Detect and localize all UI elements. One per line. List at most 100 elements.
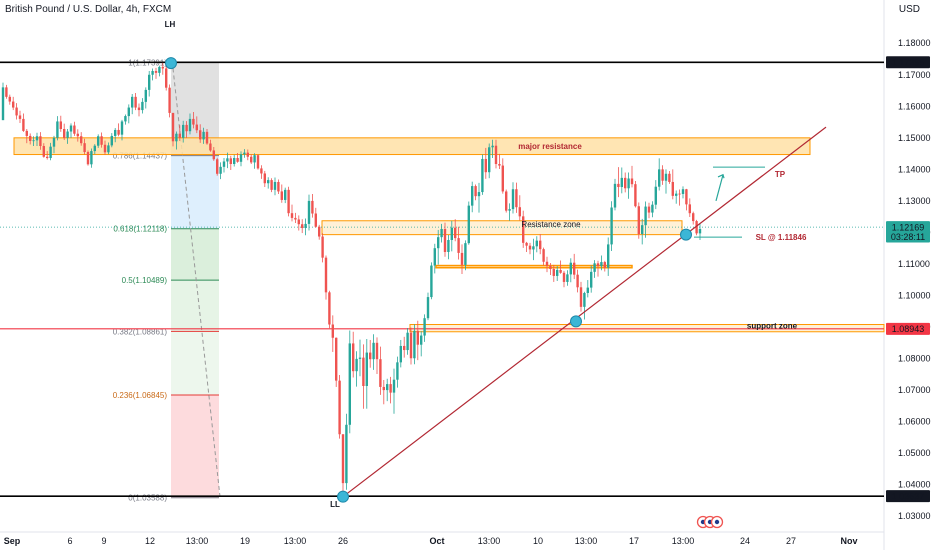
candle-body [246,152,249,157]
candle-body [25,130,28,136]
candle-body [280,191,283,200]
y-tick-label: 1.08000 [898,354,931,364]
resistance-zone-label: Resistance zone [521,220,581,229]
candle-body [18,115,22,119]
candle-body [593,263,596,272]
candle-body [42,146,45,157]
y-tick-label: 1.05000 [898,448,931,458]
fib-band [171,155,219,229]
candle-body [294,217,297,220]
candle-body [678,193,681,195]
candle-body [491,145,494,148]
candle-body [131,96,134,108]
candle-body [341,434,345,484]
candle-body [120,121,124,135]
candle-body [321,236,324,258]
candle-body [494,145,498,165]
y-tick-label: 1.15000 [898,133,931,143]
candle-body [127,107,130,117]
candle-body [314,213,317,227]
candle-body [222,161,226,167]
candle-body [5,87,8,97]
candle-body [403,345,406,351]
candle-body [256,155,260,169]
candle-body [508,209,511,211]
candle-body [219,166,222,174]
candle-body [331,324,334,338]
candle-body [202,131,205,140]
price-label-box [886,230,930,243]
candle-body [617,183,620,188]
candle-body [630,178,634,185]
price-label-box [886,221,930,234]
candle-body [600,262,603,267]
x-tick-label: 17 [629,536,639,546]
candle-body [216,159,219,174]
candle-body [501,165,504,192]
candle-body [586,287,589,293]
candle-body [100,136,103,145]
candle-body [471,186,474,206]
candle-body [413,330,416,359]
candle-body [287,189,290,214]
candle-body [549,265,552,270]
y-tick-label: 1.04000 [898,480,931,490]
candle-body [671,181,674,196]
sl-label: SL @ 1.11846 [756,233,807,242]
x-tick-label: 13:00 [284,536,307,546]
candle-body [263,173,266,184]
candle-body [528,245,532,250]
candle-body [233,158,236,165]
pivot-marker-icon [570,315,582,328]
candle-body [114,129,117,136]
candle-body [576,274,579,288]
candle-body [307,200,311,224]
candle-body [372,342,375,360]
candle-body [144,89,147,102]
candle-body [525,242,528,246]
candle-body [355,358,358,372]
y-tick-label: 1.18000 [898,38,931,48]
candle-body [1,87,5,121]
candle-body [433,248,436,266]
flag-event-dot-icon [714,519,720,525]
candle-body [141,101,144,111]
x-tick-label: Sep [4,536,21,546]
candle-body [573,262,576,275]
x-tick-label: 13:00 [186,536,209,546]
x-tick-label: 24 [740,536,750,546]
x-tick-label: 13:00 [575,536,598,546]
candle-body [171,112,175,142]
candle-body [661,169,664,181]
fib-level-label: 0.5(1.10489) [122,276,168,285]
candle-body [124,116,127,122]
candle-body [488,147,491,173]
tp-label: TP [775,170,786,179]
candle-body [457,238,460,253]
candle-body [562,272,566,282]
price-label-text: 1.12169 [892,222,925,232]
candle-body [83,143,86,153]
candle-body [338,380,341,435]
candle-body [154,70,158,73]
candle-body [556,269,559,276]
candle-body [134,96,137,108]
candle-body [52,137,56,147]
candle-body [579,287,583,307]
candle-body [637,206,640,235]
candle-body [409,332,413,359]
price-label-box [886,56,930,69]
candle-body [511,189,515,210]
candle-body [654,186,657,205]
candle-body [161,66,164,69]
candle-body [430,265,433,298]
candle-body [481,158,484,193]
y-tick-label: 1.11000 [898,259,930,269]
candle-body [566,274,569,282]
price-label-box [886,322,930,335]
resistance-zone [321,220,683,236]
candle-body [103,144,107,153]
candle-body [199,130,202,140]
candle-body [559,269,562,273]
